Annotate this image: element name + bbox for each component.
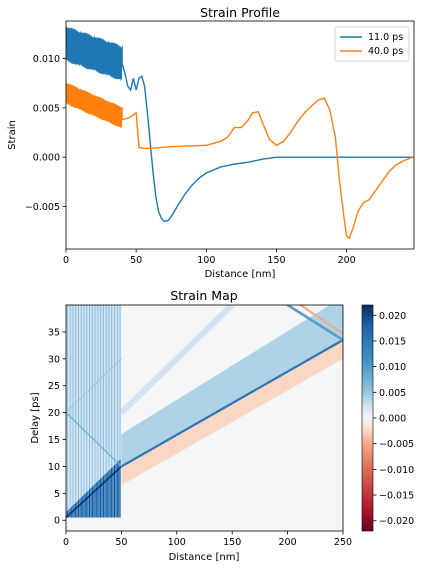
compressive-front	[120, 339, 343, 468]
profile-y-label: Strain	[7, 120, 18, 150]
x-tick-label: 0	[63, 537, 69, 548]
strain-map-chart: Strain Map 0 50 100 150 200 250 0 5 10 15 20 25 30 3…	[30, 288, 414, 563]
map-y-ticks: 0 5 10 15 20 25 30 35	[48, 327, 66, 527]
layer-front-up-2	[66, 358, 122, 414]
tensile-front	[121, 339, 343, 486]
x-tick-label: 150	[223, 537, 241, 548]
x-tick-label: 100	[197, 255, 215, 266]
profile-y-ticks: −0.005 0.000 0.005 0.010	[25, 54, 66, 213]
y-tick-label: 35	[48, 327, 60, 338]
colorbar-tick-label: 0.020	[379, 311, 406, 322]
map-title: Strain Map	[170, 288, 237, 303]
y-tick-label: 0.005	[33, 103, 60, 114]
x-tick-label: 200	[338, 255, 356, 266]
colorbar-tick-label: 0.010	[379, 362, 406, 373]
y-tick-label: 0.010	[33, 54, 60, 65]
map-x-label: Distance [nm]	[169, 552, 240, 563]
y-tick-label: 25	[48, 381, 60, 392]
legend-label-series-2: 40.0 ps	[368, 46, 403, 57]
series-line-1	[66, 25, 414, 223]
profile-plot-area	[66, 25, 414, 240]
map-axes-frame	[65, 304, 344, 532]
reflected-front	[286, 305, 343, 342]
colorbar-tick-label: −0.020	[379, 516, 414, 527]
colorbar-tick-label: −0.015	[379, 491, 414, 502]
profile-x-label: Distance [nm]	[205, 269, 276, 280]
map-x-ticks: 0 50 100 150 200 250	[63, 531, 352, 548]
layer-front-down	[66, 412, 122, 467]
y-tick-label: 30	[48, 354, 60, 365]
compressive-front-band	[121, 305, 343, 466]
y-tick-label: 5	[54, 489, 60, 500]
x-tick-label: 50	[115, 537, 127, 548]
colorbar-tick-label: 0.005	[379, 388, 406, 399]
x-tick-label: 200	[279, 537, 297, 548]
map-plot-area	[66, 305, 343, 531]
returning-wave	[119, 305, 235, 415]
map-y-label: Delay [ps]	[30, 392, 41, 443]
series-line-2	[66, 82, 414, 240]
legend-label-series-1: 11.0 ps	[368, 32, 403, 43]
colorbar-tick-label: 0.000	[379, 414, 406, 425]
profile-x-ticks: 0 50 100 150 200	[63, 249, 356, 266]
x-tick-label: 250	[334, 537, 352, 548]
y-tick-label: 0.000	[33, 153, 60, 164]
colorbar-tick-label: −0.010	[379, 465, 414, 476]
y-tick-label: −0.005	[25, 202, 60, 213]
x-tick-label: 100	[168, 537, 186, 548]
colorbar-ticks: −0.020 −0.015 −0.010 −0.005 0.000 0.005 0.010 0…	[373, 311, 414, 527]
x-tick-label: 50	[130, 255, 142, 266]
profile-axes-frame	[65, 20, 415, 250]
colorbar-tick-label: 0.015	[379, 336, 406, 347]
y-tick-label: 0	[54, 516, 60, 527]
legend-box	[334, 26, 410, 62]
y-tick-label: 20	[48, 408, 60, 419]
x-tick-label: 0	[63, 255, 69, 266]
strain-profile-chart: Strain Profile 0 50 100 150 200 −0.005 0.000 0…	[7, 5, 415, 280]
y-tick-label: 10	[48, 462, 60, 473]
profile-legend: 11.0 ps 40.0 ps	[334, 26, 410, 62]
layer-front-up	[66, 465, 122, 519]
reflected-tensile	[298, 305, 343, 335]
colorbar-gradient	[361, 304, 374, 532]
profile-title: Strain Profile	[200, 5, 280, 20]
colorbar-tick-label: −0.005	[379, 439, 414, 450]
colorbar: −0.020 −0.015 −0.010 −0.005 0.000 0.005 0.010 0…	[361, 304, 414, 532]
x-tick-label: 150	[267, 255, 285, 266]
y-tick-label: 15	[48, 435, 60, 446]
